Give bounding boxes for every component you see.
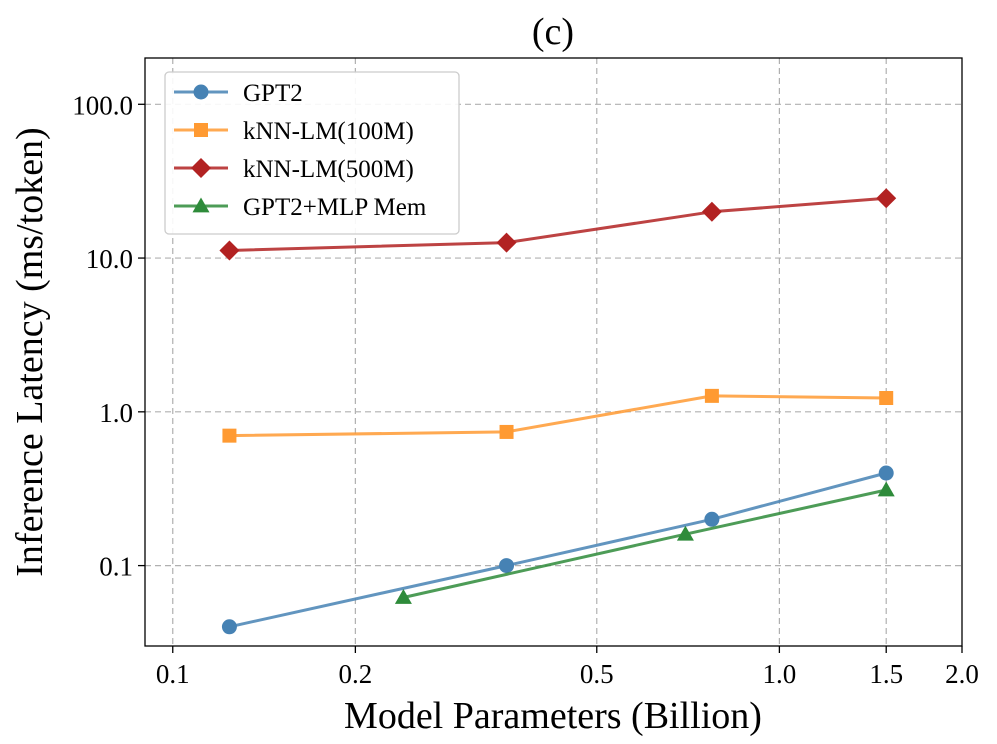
series-layer: [219, 188, 897, 635]
series-line-knn-lm-500m: [227, 196, 888, 252]
legend-label: GPT2: [243, 80, 303, 107]
series-gpt2: [221, 465, 894, 635]
legend-item-gpt2-mlp-mem: GPT2+MLP Mem: [174, 194, 427, 221]
data-point-knn-lm-100m: [704, 388, 719, 403]
data-point-knn-lm-100m: [879, 391, 894, 406]
grid: [145, 58, 962, 646]
data-point-gpt2: [704, 511, 720, 527]
legend-label: kNN-LM(500M): [243, 156, 414, 183]
plot-frame: [144, 57, 963, 647]
x-tick-label: 0.1: [156, 659, 190, 689]
data-point-knn-lm-500m: [219, 240, 240, 261]
x-tick-label: 1.0: [763, 659, 797, 689]
y-axis-label: Inference Latency (ms/token): [9, 127, 51, 576]
legend-marker: [193, 84, 209, 100]
legend-marker: [194, 123, 208, 137]
data-point-gpt2: [499, 558, 515, 574]
legend-label: GPT2+MLP Mem: [243, 194, 427, 221]
series-knn-lm-500m: [219, 188, 897, 261]
data-point-knn-lm-100m: [499, 424, 514, 439]
x-tick-label: 2.0: [945, 659, 979, 689]
data-point-gpt2-mlp-mem: [676, 525, 694, 541]
series-gpt2-mlp-mem: [394, 481, 895, 604]
series-line-gpt2-mlp-mem: [401, 488, 888, 599]
x-axis-label: Model Parameters (Billion): [344, 695, 762, 737]
series-line-knn-lm-100m: [227, 394, 888, 438]
legend-label: kNN-LM(100M): [243, 118, 414, 145]
y-tick-label: 0.1: [99, 552, 133, 582]
y-tick-label: 1.0: [99, 398, 133, 428]
data-point-gpt2-mlp-mem: [394, 589, 412, 604]
data-point-knn-lm-500m: [876, 188, 897, 209]
legend-item-gpt2: GPT2: [174, 80, 303, 107]
legend: GPT2 kNN-LM(100M) kNN-LM(500M) GPT2+MLP Mem: [164, 71, 460, 235]
legend-marker: [191, 158, 211, 178]
legend-item-knn-lm-100m: kNN-LM(100M): [174, 118, 414, 145]
data-point-gpt2: [221, 619, 237, 635]
data-point-knn-lm-100m: [222, 428, 237, 443]
data-point-gpt2-mlp-mem: [877, 481, 895, 497]
y-tick-label: 10.0: [86, 244, 133, 274]
series-knn-lm-100m: [222, 388, 894, 443]
axis-ticks: 0.1 0.2 0.5 1.0 1.5 2.0 0.1 1.0 10.0 100.0: [72, 90, 979, 689]
x-tick-label: 0.5: [580, 659, 614, 689]
x-tick-label: 1.5: [869, 659, 903, 689]
x-tick-label: 0.2: [338, 659, 372, 689]
legend-item-knn-lm-500m: kNN-LM(500M): [174, 156, 414, 183]
legend-box: [164, 71, 460, 235]
data-point-knn-lm-500m: [496, 232, 517, 253]
series-line-gpt2: [227, 471, 888, 629]
data-point-knn-lm-500m: [701, 201, 722, 222]
chart-title: (c): [532, 11, 574, 53]
legend-marker: [192, 197, 210, 213]
y-tick-label: 100.0: [72, 90, 133, 120]
data-point-gpt2: [878, 465, 894, 481]
